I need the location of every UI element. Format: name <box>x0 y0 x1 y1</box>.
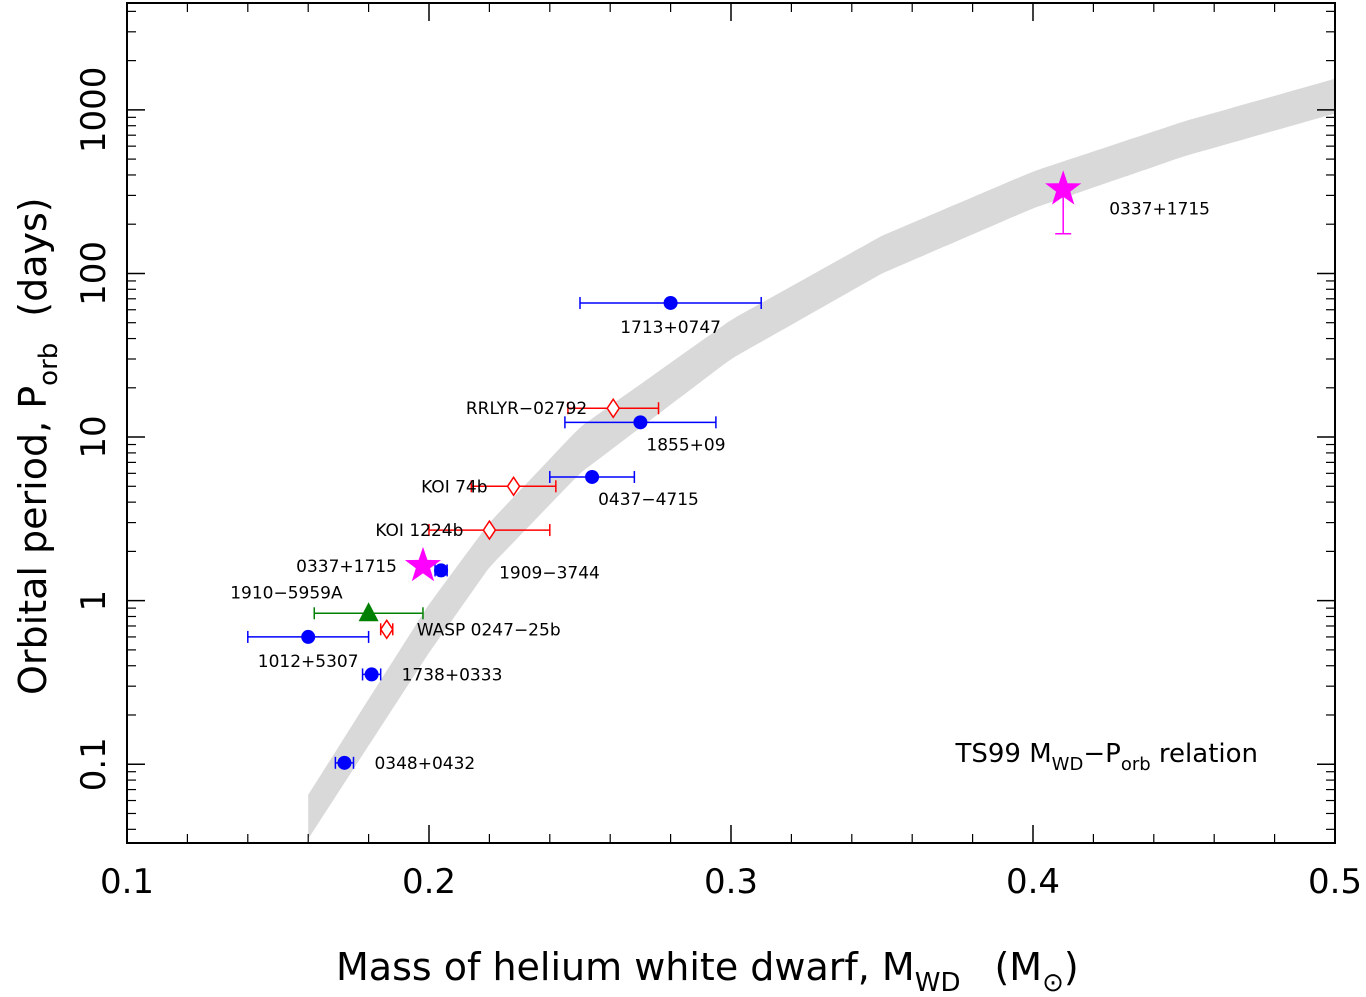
plot-frame <box>126 2 1336 844</box>
triangle-marker <box>358 602 379 622</box>
y-tick-label: 1000 <box>74 67 114 154</box>
circle-marker <box>434 563 449 578</box>
point-label: 1909−3744 <box>499 563 600 583</box>
circle-marker <box>301 629 316 644</box>
circle-marker <box>364 667 379 682</box>
circle-marker <box>337 755 352 770</box>
data-point-layer: 1713+0747 1855+09 0437−4715 1909−3744 1012+5… <box>230 170 1210 774</box>
x-axis-unit-close: ) <box>1064 945 1079 989</box>
point-label: 0337+1715 <box>1109 199 1210 219</box>
y-tick-label: 10 <box>74 415 114 458</box>
point-label: 0337+1715 <box>296 557 397 577</box>
relation-band <box>308 78 1336 839</box>
circle-marker <box>633 415 648 430</box>
y-axis-label-sub: orb <box>34 343 64 386</box>
x-axis-unit-open: (M <box>994 945 1042 989</box>
point-label: 1910−5959A <box>230 583 343 603</box>
x-tick-label: 0.1 <box>100 862 154 902</box>
relation-label-main: TS99 M <box>955 739 1052 769</box>
relation-label-sub1: WD <box>1052 754 1084 775</box>
x-tick-label: 0.2 <box>402 862 456 902</box>
x-axis-label: Mass of helium white dwarf, MWD (M⊙) <box>336 945 1079 997</box>
point-label: KOI 1224b <box>375 521 463 541</box>
point-label: KOI 74b <box>421 477 487 497</box>
tick-layer: 0.1 0.2 0.3 0.4 0.5 0.1 1 10 100 1000 <box>74 3 1362 902</box>
point-label: 1738+0333 <box>402 665 503 685</box>
point-label: 0437−4715 <box>598 490 699 510</box>
diamond-marker <box>606 397 621 419</box>
x-axis-label-sub: WD <box>915 968 961 997</box>
point-label: 1012+5307 <box>258 652 359 672</box>
y-axis-label: Orbital period, Porb (days) <box>11 197 64 695</box>
relation-label-end: relation <box>1151 739 1258 769</box>
point-label: WASP 0247−25b <box>417 620 561 640</box>
diamond-marker <box>379 618 394 640</box>
circle-marker <box>663 295 678 310</box>
relation-label: TS99 MWD−Porb relation <box>955 739 1259 775</box>
circle-marker <box>585 469 600 484</box>
x-tick-label: 0.3 <box>704 862 758 902</box>
point-label: 1713+0747 <box>620 318 721 338</box>
point-label: 1855+09 <box>646 435 725 455</box>
point-label: 0348+0432 <box>374 754 475 774</box>
x-axis-unit-sun-symbol: ⊙ <box>1042 968 1064 997</box>
x-tick-label: 0.5 <box>1308 862 1362 902</box>
y-axis-label-main: Orbital period, P <box>11 386 55 695</box>
point-label: RRLYR−02792 <box>466 399 587 419</box>
star-marker <box>404 546 441 582</box>
y-tick-label: 0.1 <box>74 737 114 791</box>
x-axis-label-main: Mass of helium white dwarf, M <box>336 945 915 989</box>
x-tick-label: 0.4 <box>1006 862 1060 902</box>
y-tick-label: 100 <box>74 241 114 306</box>
diamond-marker <box>482 519 497 541</box>
diamond-marker <box>506 475 521 497</box>
y-axis-label-unit: (days) <box>11 197 55 316</box>
relation-label-sub2: orb <box>1121 754 1151 775</box>
star-marker <box>1045 170 1082 205</box>
y-tick-label: 1 <box>74 590 114 612</box>
relation-label-mid: −P <box>1083 739 1120 769</box>
relation-band-layer <box>308 78 1336 839</box>
